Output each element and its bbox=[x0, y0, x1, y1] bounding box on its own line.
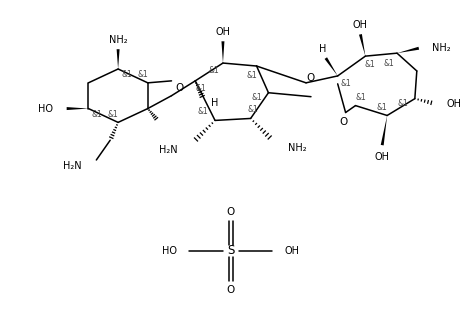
Polygon shape bbox=[221, 41, 225, 63]
Text: &1: &1 bbox=[246, 72, 257, 80]
Text: &1: &1 bbox=[122, 70, 133, 80]
Text: OH: OH bbox=[284, 246, 299, 256]
Text: OH: OH bbox=[353, 20, 368, 31]
Text: &1: &1 bbox=[384, 59, 394, 67]
Text: &1: &1 bbox=[365, 59, 376, 69]
Text: O: O bbox=[307, 73, 315, 83]
Text: HO: HO bbox=[38, 104, 53, 114]
Text: NH₂: NH₂ bbox=[109, 35, 127, 45]
Polygon shape bbox=[325, 57, 338, 76]
Text: O: O bbox=[339, 117, 348, 128]
Text: &1: &1 bbox=[398, 99, 408, 108]
Text: H₂N: H₂N bbox=[159, 145, 178, 155]
Text: &1: &1 bbox=[108, 110, 119, 119]
Text: &1: &1 bbox=[198, 107, 208, 116]
Text: S: S bbox=[227, 245, 234, 258]
Polygon shape bbox=[381, 115, 387, 145]
Text: &1: &1 bbox=[340, 79, 351, 88]
Text: &1: &1 bbox=[377, 103, 387, 112]
Text: NH₂: NH₂ bbox=[432, 43, 450, 53]
Text: &1: &1 bbox=[92, 110, 103, 119]
Text: O: O bbox=[227, 207, 235, 218]
Text: &1: &1 bbox=[196, 84, 206, 93]
Text: &1: &1 bbox=[138, 70, 148, 80]
Text: O: O bbox=[175, 83, 184, 93]
Text: OH: OH bbox=[215, 27, 231, 38]
Text: OH: OH bbox=[375, 152, 390, 162]
Text: NH₂: NH₂ bbox=[288, 143, 307, 153]
Text: &1: &1 bbox=[251, 93, 262, 102]
Text: H: H bbox=[319, 44, 326, 54]
Text: H: H bbox=[211, 98, 219, 107]
Text: &1: &1 bbox=[209, 66, 219, 75]
Text: &1: &1 bbox=[355, 93, 366, 102]
Text: H₂N: H₂N bbox=[63, 161, 81, 171]
Text: OH: OH bbox=[446, 99, 461, 109]
Text: &1: &1 bbox=[247, 105, 258, 114]
Polygon shape bbox=[66, 107, 88, 110]
Polygon shape bbox=[359, 34, 365, 56]
Polygon shape bbox=[397, 47, 419, 53]
Polygon shape bbox=[117, 49, 120, 69]
Text: HO: HO bbox=[162, 246, 178, 256]
Text: O: O bbox=[227, 285, 235, 294]
